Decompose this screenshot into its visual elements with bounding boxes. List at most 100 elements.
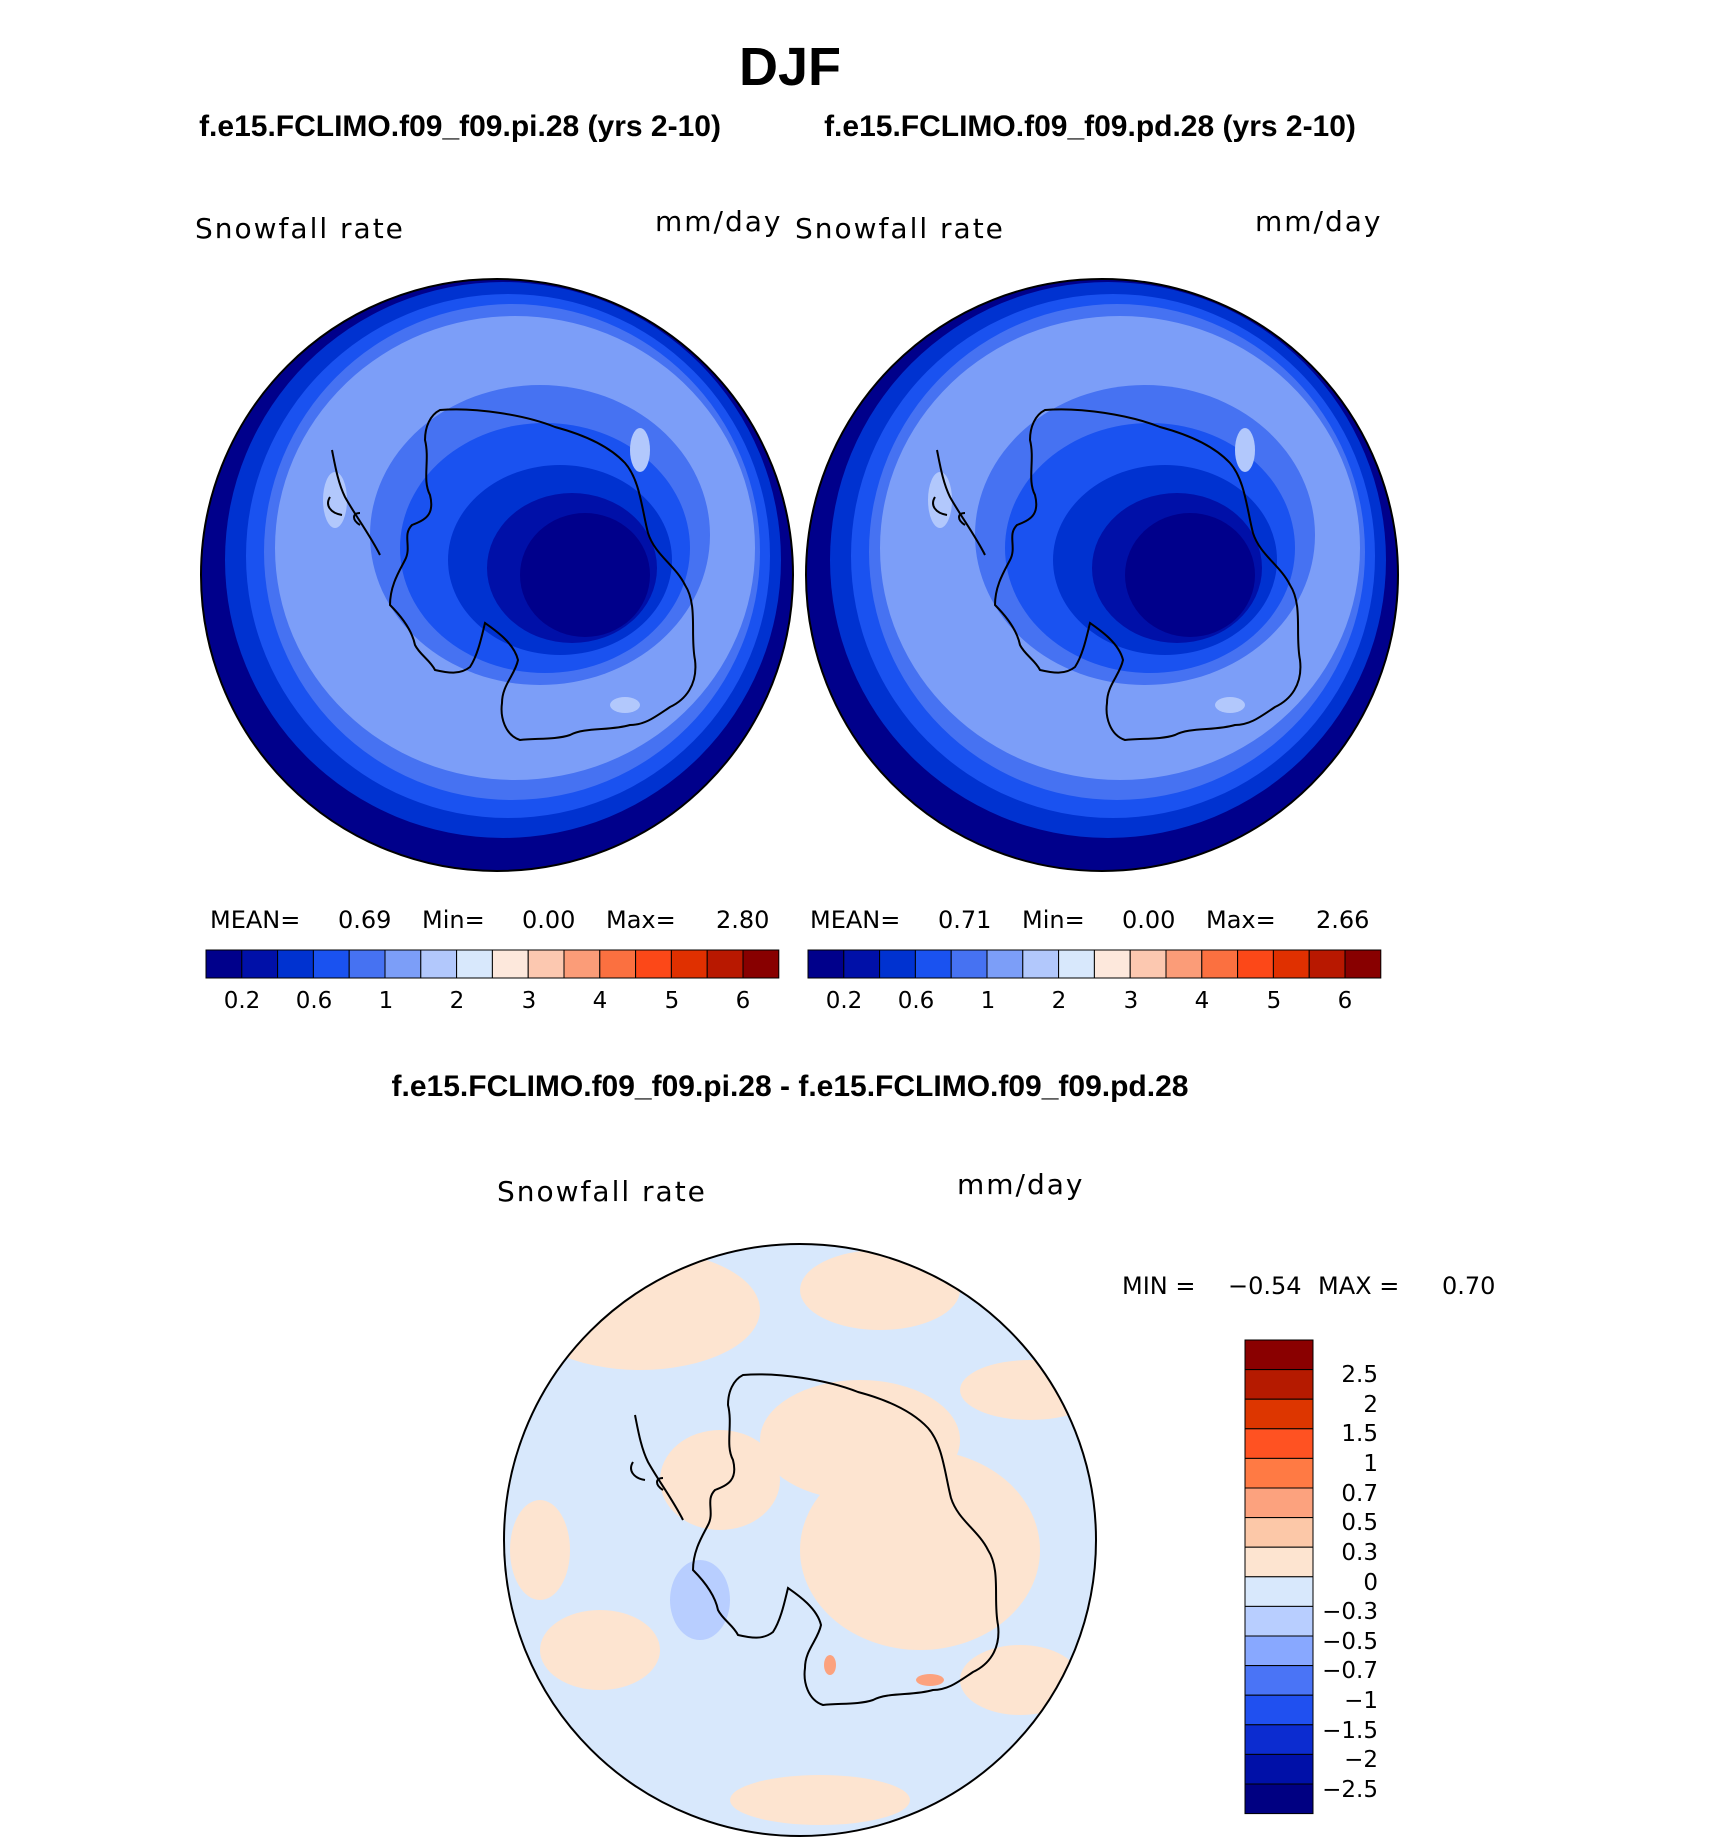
panel1-units-label: mm/day	[655, 205, 783, 238]
colorbar-swatch	[491, 949, 529, 979]
panel1-min-value: 0.00	[522, 906, 576, 934]
cbar1-tick-label: 0.6	[295, 988, 333, 1014]
colorbar-swatch	[312, 949, 350, 979]
map-panel-2	[805, 278, 1399, 872]
cbar3-tick-label: −0.7	[1322, 1658, 1378, 1684]
colorbar-swatch	[1201, 949, 1239, 979]
cbar1-tick-label: 2	[449, 988, 465, 1014]
cbar2-tick-label: 1	[980, 988, 996, 1014]
colorbar-swatch	[1244, 1694, 1314, 1726]
diff-min-label: MIN =	[1122, 1272, 1196, 1300]
colorbar-swatch	[1308, 949, 1346, 979]
cbar3-tick-label: −1.5	[1322, 1718, 1378, 1744]
colorbar-swatch	[1244, 1369, 1314, 1400]
colorbar-swatch	[1093, 949, 1131, 979]
colorbar-swatch	[563, 949, 601, 979]
cbar1-tick-label: 4	[592, 988, 608, 1014]
cbar3-tick-label: −1	[1344, 1688, 1378, 1714]
case1-title: f.e15.FCLIMO.f09_f09.pi.28 (yrs 2-10)	[199, 110, 721, 143]
cbar3-tick-label: 0.7	[1341, 1481, 1378, 1507]
colorbar-swatch	[1244, 1753, 1314, 1785]
colorbar-swatch	[1244, 1398, 1314, 1430]
cbar3-tick-label: 0.5	[1341, 1510, 1378, 1536]
colorbar-panel-1	[205, 949, 780, 979]
colorbar-swatch	[1272, 949, 1310, 979]
colorbar-swatch	[205, 949, 243, 979]
diff-min-value: −0.54	[1228, 1272, 1302, 1300]
colorbar-swatch	[1058, 949, 1095, 979]
panel2-mean-value: 0.71	[938, 906, 992, 934]
panel1-variable-label: Snowfall rate	[195, 212, 405, 245]
cbar3-tick-label: −0.5	[1322, 1629, 1378, 1655]
map-panel-difference	[503, 1243, 1097, 1837]
panel1-mean-value: 0.69	[338, 906, 392, 934]
panel2-max-value: 2.66	[1316, 906, 1370, 934]
cbar1-tick-label: 1	[378, 988, 394, 1014]
cbar3-tick-label: 2	[1363, 1392, 1378, 1418]
colorbar-swatch	[1244, 1665, 1314, 1696]
colorbar-swatch	[1244, 1428, 1314, 1459]
page-title: DJF	[738, 37, 841, 97]
colorbar-swatch	[420, 949, 458, 979]
map-panel-1	[200, 278, 794, 872]
colorbar-swatch	[241, 949, 279, 979]
colorbar-swatch	[742, 949, 780, 979]
cbar3-tick-label: 0	[1363, 1570, 1378, 1596]
difference-title: f.e15.FCLIMO.f09_f09.pi.28 - f.e15.FCLIM…	[391, 1070, 1189, 1103]
colorbar-swatch	[1244, 1576, 1314, 1607]
colorbar-swatch	[384, 949, 422, 979]
colorbar-swatch	[635, 949, 672, 979]
panel1-min-label: Min=	[422, 906, 485, 934]
diff-max-label: MAX =	[1318, 1272, 1400, 1300]
colorbar-swatch	[1244, 1724, 1314, 1755]
cbar3-tick-label: −2.5	[1322, 1777, 1378, 1803]
colorbar-swatch	[1244, 1605, 1314, 1637]
diff-max-value: 0.70	[1442, 1272, 1496, 1300]
cbar1-tick-label: 6	[735, 988, 751, 1014]
colorbar-swatch	[670, 949, 708, 979]
colorbar-swatch	[1244, 1546, 1314, 1578]
panel1-max-label: Max=	[606, 906, 676, 934]
cbar2-tick-label: 4	[1194, 988, 1210, 1014]
colorbar-swatch	[807, 949, 845, 979]
cbar2-tick-label: 2	[1051, 988, 1067, 1014]
colorbar-swatch	[1129, 949, 1167, 979]
panel2-mean-label: MEAN=	[810, 906, 901, 934]
colorbar-swatch	[914, 949, 952, 979]
panel2-variable-label: Snowfall rate	[795, 212, 1005, 245]
colorbar-swatch	[1237, 949, 1274, 979]
cbar3-tick-label: 0.3	[1341, 1540, 1378, 1566]
colorbar-swatch	[843, 949, 881, 979]
cbar2-tick-label: 0.6	[897, 988, 935, 1014]
colorbar-swatch	[1244, 1339, 1314, 1371]
cbar2-tick-label: 0.2	[825, 988, 863, 1014]
cbar1-tick-label: 0.2	[223, 988, 261, 1014]
panel2-min-value: 0.00	[1122, 906, 1176, 934]
colorbar-swatch	[277, 949, 314, 979]
cbar2-tick-label: 6	[1337, 988, 1353, 1014]
cbar3-tick-label: −0.3	[1322, 1599, 1378, 1625]
colorbar-swatch	[1244, 1783, 1314, 1815]
colorbar-swatch	[1244, 1487, 1314, 1519]
cbar3-tick-label: 2.5	[1341, 1362, 1378, 1388]
colorbar-swatch	[527, 949, 565, 979]
colorbar-swatch	[456, 949, 493, 979]
diff-variable-label: Snowfall rate	[497, 1175, 707, 1208]
panel2-min-label: Min=	[1022, 906, 1085, 934]
colorbar-swatch	[1244, 1457, 1314, 1489]
diff-units-label: mm/day	[957, 1168, 1085, 1201]
cbar2-tick-label: 5	[1266, 988, 1282, 1014]
cbar3-tick-label: −2	[1344, 1747, 1378, 1773]
cbar1-tick-label: 3	[521, 988, 537, 1014]
cbar3-tick-label: 1	[1363, 1451, 1378, 1477]
case2-title: f.e15.FCLIMO.f09_f09.pd.28 (yrs 2-10)	[824, 110, 1356, 143]
colorbar-swatch	[1022, 949, 1060, 979]
cbar1-tick-label: 5	[664, 988, 680, 1014]
colorbar-swatch	[986, 949, 1024, 979]
cbar3-tick-label: 1.5	[1341, 1421, 1378, 1447]
panel1-mean-label: MEAN=	[210, 906, 301, 934]
panel1-max-value: 2.80	[716, 906, 770, 934]
panel2-units-label: mm/day	[1255, 205, 1383, 238]
colorbar-swatch	[1244, 1635, 1314, 1667]
